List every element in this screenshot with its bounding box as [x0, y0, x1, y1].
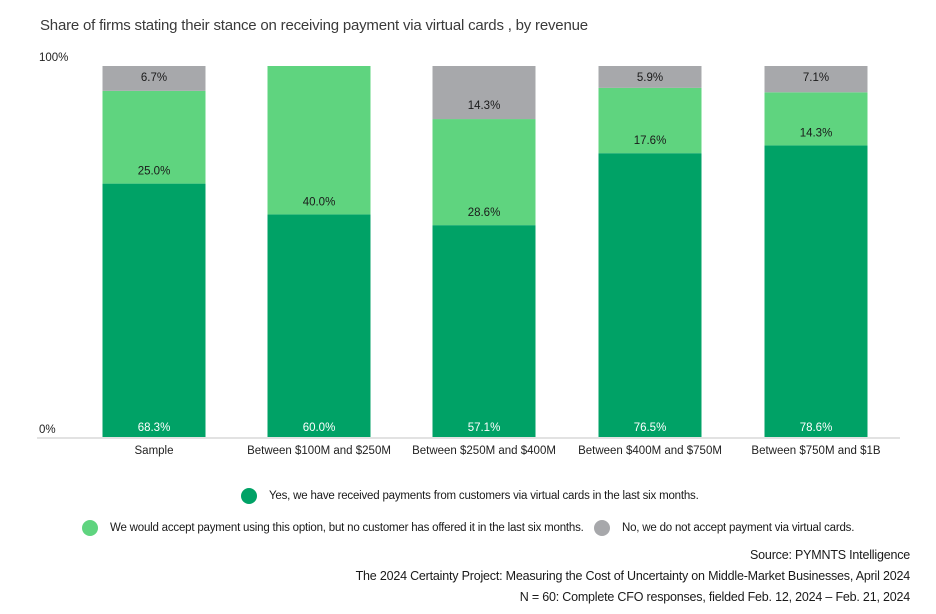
x-tick-label: Between $750M and $1B — [751, 445, 880, 457]
legend-item-do-not-accept: No, we do not accept payment via virtual… — [594, 520, 854, 536]
legend-label: Yes, we have received payments from cust… — [269, 490, 699, 502]
data-label: 40.0% — [303, 196, 336, 208]
bar-segment — [267, 214, 371, 437]
x-tick-label: Sample — [135, 445, 174, 457]
bar-segment — [598, 153, 702, 437]
data-label: 17.6% — [634, 135, 667, 147]
labels-layer: 68.3% 25.0% 6.7% 60.0% 40.0% 57.1% 28.6% 14.3% 7… — [138, 72, 833, 434]
data-label: 25.0% — [138, 166, 171, 178]
bar-segment — [764, 145, 868, 438]
data-label: 14.3% — [800, 127, 833, 139]
y-tick-label: 0% — [39, 424, 56, 436]
bars-layer — [102, 66, 868, 438]
bar-segment — [102, 66, 206, 91]
bar-segment — [764, 92, 868, 146]
axis-layer: 0% 100% Sample Between $100M and $250M Betwe… — [37, 52, 900, 457]
data-label: 76.5% — [634, 422, 667, 434]
chart-title: Share of firms stating their stance on r… — [40, 17, 588, 34]
data-label: 78.6% — [800, 422, 833, 434]
bar-segment — [267, 66, 371, 215]
legend-label: No, we do not accept payment via virtual… — [622, 522, 855, 534]
bar-segment — [102, 90, 206, 184]
x-tick-label: Between $400M and $750M — [578, 445, 722, 457]
y-tick-label: 100% — [39, 52, 68, 64]
stacked-bar-chart: 0% 100% Sample Between $100M and $250M Betwe… — [37, 52, 900, 457]
report-title-line: The 2024 Certainty Project: Measuring th… — [355, 569, 911, 583]
source-line: Source: PYMNTS Intelligence — [750, 548, 910, 562]
x-tick-label: Between $250M and $400M — [412, 445, 556, 457]
legend-dot-icon — [82, 520, 98, 536]
bar-segment — [764, 66, 868, 93]
bar-segment — [432, 66, 536, 120]
legend-dot-icon — [594, 520, 610, 536]
bar-segment — [432, 119, 536, 226]
data-label: 6.7% — [141, 72, 167, 84]
bar-segment — [102, 183, 206, 437]
legend-label: We would accept payment using this optio… — [110, 522, 584, 534]
sample-size-line: N = 60: Complete CFO responses, fielded … — [519, 590, 910, 604]
legend-item-would-accept: We would accept payment using this optio… — [82, 520, 584, 536]
data-label: 57.1% — [468, 422, 501, 434]
data-label: 28.6% — [468, 207, 501, 219]
bar-segment — [598, 87, 702, 154]
bar-segment — [598, 66, 702, 88]
legend-dot-icon — [241, 488, 257, 504]
data-label: 5.9% — [637, 72, 663, 84]
legend-item-received: Yes, we have received payments from cust… — [241, 488, 699, 504]
data-label: 7.1% — [803, 72, 829, 84]
x-tick-label: Between $100M and $250M — [247, 445, 391, 457]
data-label: 14.3% — [468, 100, 501, 112]
data-label: 60.0% — [303, 422, 336, 434]
data-label: 68.3% — [138, 422, 171, 434]
bar-segment — [432, 225, 536, 437]
